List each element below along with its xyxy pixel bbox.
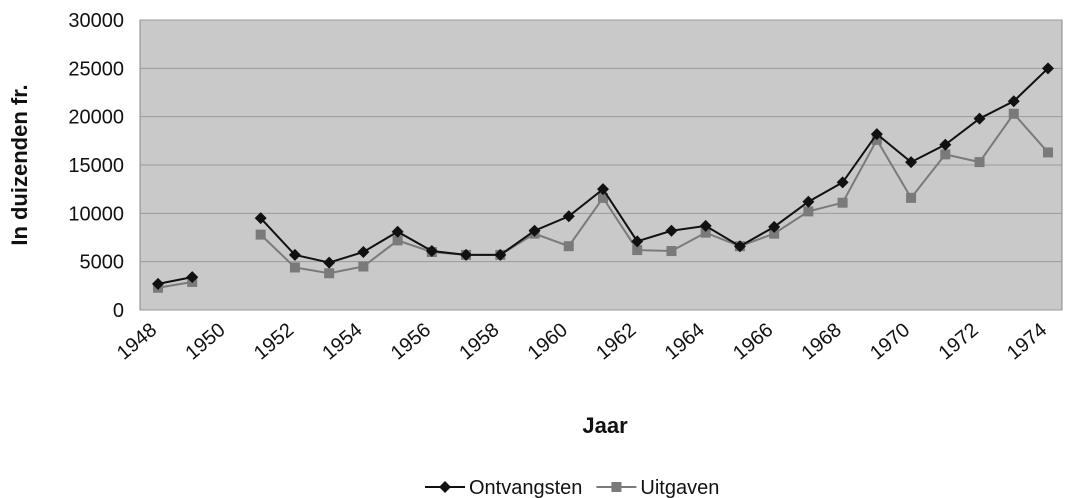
point-marker (973, 112, 986, 125)
series-line (157, 112, 1049, 289)
point-marker (836, 176, 849, 189)
y-tick-label: 25000 (68, 58, 124, 80)
point-marker (562, 210, 575, 223)
y-tick-label: 20000 (68, 107, 124, 129)
point-marker (392, 235, 403, 246)
x-tick-label: 1956 (387, 319, 435, 364)
point-marker (563, 241, 574, 252)
point-marker (598, 192, 608, 203)
y-tick-label: 5000 (80, 252, 125, 274)
x-tick-label: 1970 (866, 319, 914, 364)
y-tick-label: 10000 (68, 203, 124, 225)
point-marker (391, 225, 404, 238)
point-marker (425, 245, 438, 258)
point-marker (597, 183, 609, 196)
point-marker (632, 245, 643, 256)
x-tick-label: 1958 (455, 319, 503, 364)
point-marker (665, 224, 678, 237)
x-tick-label: 1966 (729, 319, 777, 364)
point-marker (733, 240, 746, 253)
y-tick-label: 15000 (68, 155, 124, 177)
point-marker (905, 156, 918, 169)
point-marker (631, 235, 644, 248)
point-marker (802, 195, 815, 208)
point-marker (803, 206, 814, 217)
x-tick-label: 1964 (661, 319, 709, 364)
point-marker (324, 268, 335, 279)
point-marker (939, 138, 952, 151)
legend-marker (611, 482, 622, 492)
point-marker (666, 246, 677, 257)
point-marker (768, 220, 781, 233)
point-marker (769, 228, 780, 239)
point-marker (1008, 108, 1019, 119)
point-marker (255, 229, 266, 240)
point-marker (358, 261, 369, 272)
legend-label: Ontvangsten (469, 477, 582, 498)
point-marker (528, 224, 541, 237)
point-marker (700, 227, 711, 238)
point-marker (494, 248, 507, 261)
x-tick-label: 1952 (250, 319, 298, 364)
point-marker (940, 149, 951, 160)
legend-label: Uitgaven (640, 477, 719, 498)
point-marker (288, 248, 301, 261)
point-marker (906, 192, 917, 203)
point-marker (186, 271, 199, 284)
x-tick-label: 1948 (113, 319, 161, 364)
x-tick-label: 1968 (798, 319, 846, 364)
series-line (157, 67, 1049, 285)
point-marker (323, 256, 336, 269)
point-marker (289, 262, 300, 273)
point-marker (254, 212, 267, 225)
x-tick-label: 1962 (592, 319, 640, 364)
point-marker (1042, 62, 1054, 75)
x-tick-label: 1954 (318, 319, 366, 364)
y-tick-label: 30000 (68, 10, 124, 32)
point-marker (699, 219, 712, 232)
x-tick-label: 1972 (935, 319, 983, 364)
point-marker (974, 157, 985, 168)
y-axis-title: In duizenden fr. (7, 84, 32, 245)
x-tick-label: 1974 (1003, 319, 1051, 364)
point-marker (837, 197, 848, 208)
point-marker (152, 277, 164, 290)
point-marker (1043, 147, 1053, 158)
point-marker (870, 128, 883, 141)
point-marker (357, 246, 370, 258)
y-tick-label: 0 (113, 300, 124, 322)
x-axis-title: Jaar (582, 413, 628, 438)
point-marker (1007, 95, 1020, 108)
point-marker (460, 248, 473, 261)
x-tick-label: 1960 (524, 319, 572, 364)
legend-marker (439, 481, 451, 493)
x-tick-label: 1950 (181, 319, 229, 364)
